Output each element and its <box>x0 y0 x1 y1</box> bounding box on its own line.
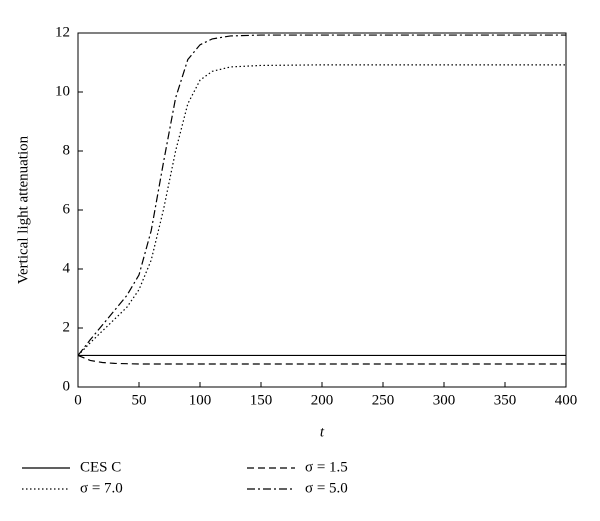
y-tick-label: 6 <box>63 201 71 217</box>
y-tick-label: 4 <box>63 260 71 276</box>
x-tick-label: 50 <box>132 392 147 408</box>
legend-label: σ = 5.0 <box>305 480 348 496</box>
y-tick-label: 8 <box>63 142 71 158</box>
x-tick-label: 300 <box>433 392 456 408</box>
y-tick-label: 12 <box>55 24 70 40</box>
y-axis-label: Vertical light attenuation <box>15 135 31 284</box>
x-tick-label: 250 <box>372 392 395 408</box>
x-tick-label: 100 <box>189 392 212 408</box>
series-line <box>77 354 566 365</box>
y-tick-label: 2 <box>63 319 71 335</box>
x-tick-label: 200 <box>311 392 334 408</box>
legend-label: σ = 7.0 <box>80 480 123 496</box>
x-tick-label: 0 <box>74 392 82 408</box>
x-tick-label: 400 <box>555 392 578 408</box>
series-line <box>77 34 566 356</box>
legend-label: CES C <box>80 459 121 475</box>
y-tick-label: 0 <box>63 378 71 394</box>
x-tick-label: 150 <box>250 392 273 408</box>
x-tick-label: 350 <box>494 392 517 408</box>
series-line <box>77 64 566 356</box>
plot-frame <box>77 32 567 388</box>
y-tick-label: 10 <box>55 83 70 99</box>
legend-label: σ = 1.5 <box>305 459 348 475</box>
x-axis-label: t <box>320 424 325 440</box>
